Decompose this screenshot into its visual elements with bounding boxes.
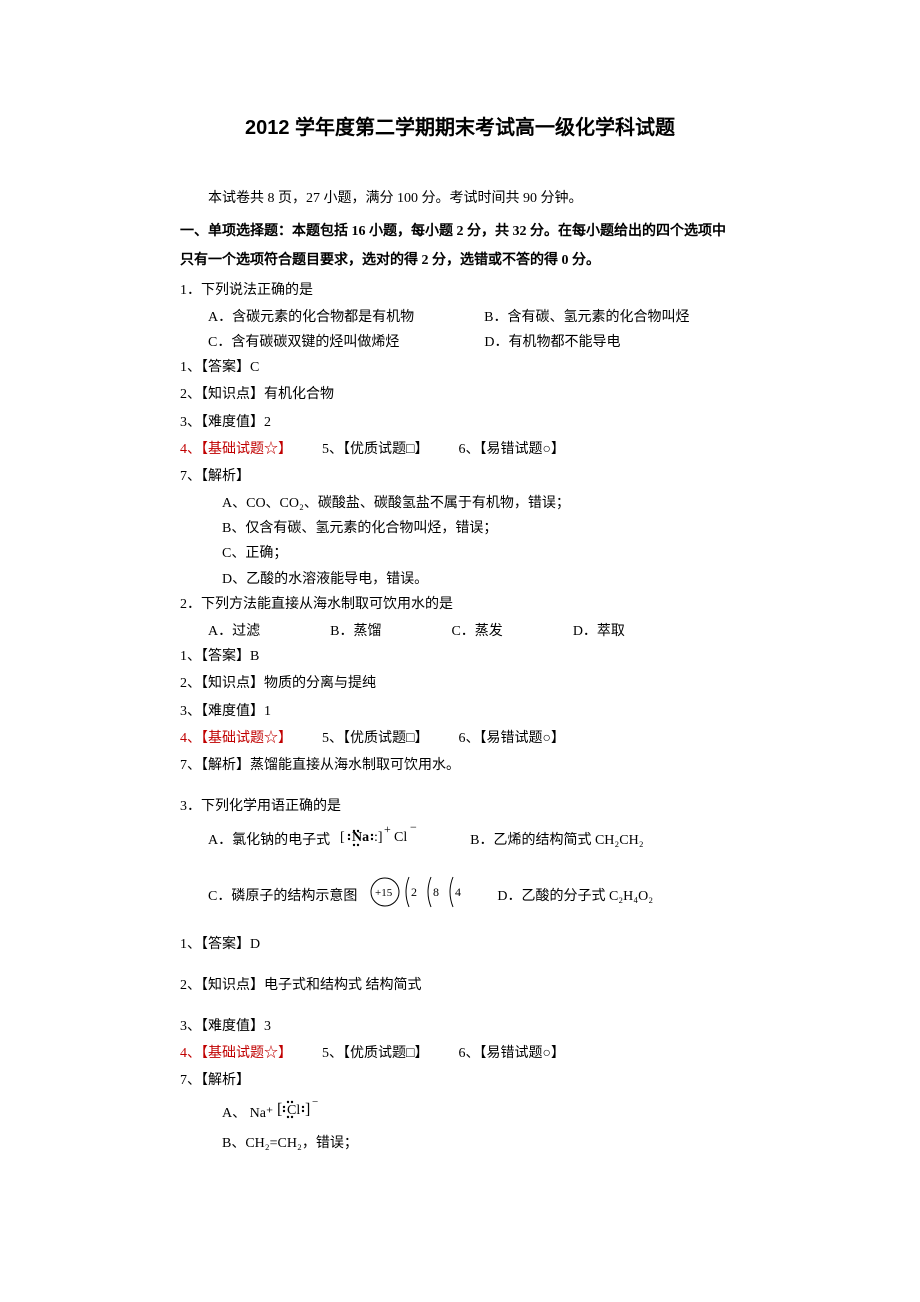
paper-info: 本试卷共 8 页，27 小题，满分 100 分。考试时间共 90 分钟。 [180, 186, 740, 211]
q3-quality-tag: 5、【优质试题□】 [322, 1041, 428, 1066]
svg-text:]: ] [305, 1101, 310, 1118]
svg-text:−: − [410, 821, 417, 834]
nacl-lewis-icon: [ Na :] + Cl − [340, 821, 430, 860]
q1-answer: 1、【答案】C [180, 355, 740, 380]
q1-optB: B．含有碳、氢元素的化合物叫烃 [484, 305, 689, 330]
q2-quality-tag: 5、【优质试题□】 [322, 726, 428, 751]
q1-explain-label: 7、【解析】 [180, 464, 740, 489]
q1-options: A．含碳元素的化合物都是有机物 B．含有碳、氢元素的化合物叫烃 C．含有碳碳双键… [180, 305, 740, 355]
q2-tags: 4、【基础试题☆】 5、【优质试题□】 6、【易错试题○】 [180, 726, 740, 751]
q1-tags: 4、【基础试题☆】 5、【优质试题□】 6、【易错试题○】 [180, 437, 740, 462]
q1-stem: 1．下列说法正确的是 [180, 278, 740, 303]
q3-optC-prefix: C．磷原子的结构示意图 [208, 884, 357, 909]
section-header-1: 一、单项选择题：本题包括 16 小题，每小题 2 分，共 32 分。在每小题给出… [180, 219, 740, 244]
svg-text:[: [ [340, 830, 345, 845]
q1-optC: C．含有碳碳双键的烃叫做烯烃 [208, 330, 399, 355]
q1-basic-tag: 4、【基础试题☆】 [180, 437, 292, 462]
q2-optC: C．蒸发 [451, 619, 502, 644]
q3-optB: B．乙烯的结构简式 CH₂CH₂ [470, 828, 644, 853]
q3-expA: A、 Na⁺ [ Cl ] − [180, 1096, 740, 1131]
q2-optA: A．过滤 [208, 619, 260, 644]
page-title: 2012 学年度第二学期期末考试高一级化学科试题 [180, 110, 740, 146]
svg-text:Na: Na [352, 830, 369, 845]
svg-text:Cl: Cl [287, 1103, 300, 1118]
q3-knowledge: 2、【知识点】电子式和结构式 结构简式 [180, 973, 740, 998]
q3-error-tag: 6、【易错试题○】 [458, 1041, 564, 1066]
cl-ion-lewis-icon: [ Cl ] − [277, 1096, 327, 1131]
q1-quality-tag: 5、【优质试题□】 [322, 437, 428, 462]
q1-expD: D、乙酸的水溶液能导电，错误。 [180, 567, 740, 592]
svg-text:8: 8 [433, 885, 439, 899]
q3-basic-tag: 4、【基础试题☆】 [180, 1041, 292, 1066]
q2-knowledge: 2、【知识点】物质的分离与提纯 [180, 671, 740, 696]
svg-text:+: + [384, 822, 391, 836]
q3-optD: D．乙酸的分子式 C₂H₄O₂ [497, 884, 653, 909]
q1-optA: A．含碳元素的化合物都是有机物 [208, 305, 414, 330]
svg-text:2: 2 [411, 885, 417, 899]
q3-explain-label: 7、【解析】 [180, 1068, 740, 1093]
svg-text:+15: +15 [375, 887, 393, 899]
q2-options: A．过滤 B．蒸馏 C．蒸发 D．萃取 [180, 619, 740, 644]
q3-stem: 3．下列化学用语正确的是 [180, 794, 740, 819]
q2-basic-tag: 4、【基础试题☆】 [180, 726, 292, 751]
q3-difficulty: 3、【难度值】3 [180, 1014, 740, 1039]
q3-options: A．氯化钠的电子式 [ Na :] + Cl − B．乙烯的结构简式 CH₂CH… [180, 821, 740, 923]
q1-difficulty: 3、【难度值】2 [180, 410, 740, 435]
q1-expC: C、正确； [180, 541, 740, 566]
q3-tags: 4、【基础试题☆】 5、【优质试题□】 6、【易错试题○】 [180, 1041, 740, 1066]
q1-error-tag: 6、【易错试题○】 [458, 437, 564, 462]
section-header-2: 只有一个选项符合题目要求，选对的得 2 分，选错或不答的得 0 分。 [180, 248, 740, 273]
q3-expB: B、CH₂=CH₂，错误； [180, 1131, 740, 1156]
q2-answer: 1、【答案】B [180, 644, 740, 669]
q2-difficulty: 3、【难度值】1 [180, 699, 740, 724]
q3-expA-prefix: A、 Na⁺ [222, 1105, 273, 1120]
q2-stem: 2．下列方法能直接从海水制取可饮用水的是 [180, 592, 740, 617]
q3-answer: 1、【答案】D [180, 932, 740, 957]
svg-text:4: 4 [455, 885, 461, 899]
q2-error-tag: 6、【易错试题○】 [458, 726, 564, 751]
svg-text:−: − [312, 1096, 318, 1108]
q1-optD: D．有机物都不能导电 [484, 330, 620, 355]
svg-text::]: :] [374, 830, 383, 845]
q2-optB: B．蒸馏 [330, 619, 381, 644]
q1-expB: B、仅含有碳、氢元素的化合物叫烃，错误； [180, 516, 740, 541]
svg-text:Cl: Cl [394, 830, 407, 845]
q3-optA-prefix: A．氯化钠的电子式 [208, 828, 330, 853]
svg-text:[: [ [277, 1101, 282, 1118]
q1-knowledge: 2、【知识点】有机化合物 [180, 382, 740, 407]
phosphorus-atom-icon: +15 2 8 4 [367, 869, 477, 924]
q2-optD: D．萃取 [573, 619, 625, 644]
q2-explain: 7、【解析】蒸馏能直接从海水制取可饮用水。 [180, 753, 740, 778]
q1-expA: A、CO、CO₂、碳酸盐、碳酸氢盐不属于有机物，错误； [180, 491, 740, 516]
